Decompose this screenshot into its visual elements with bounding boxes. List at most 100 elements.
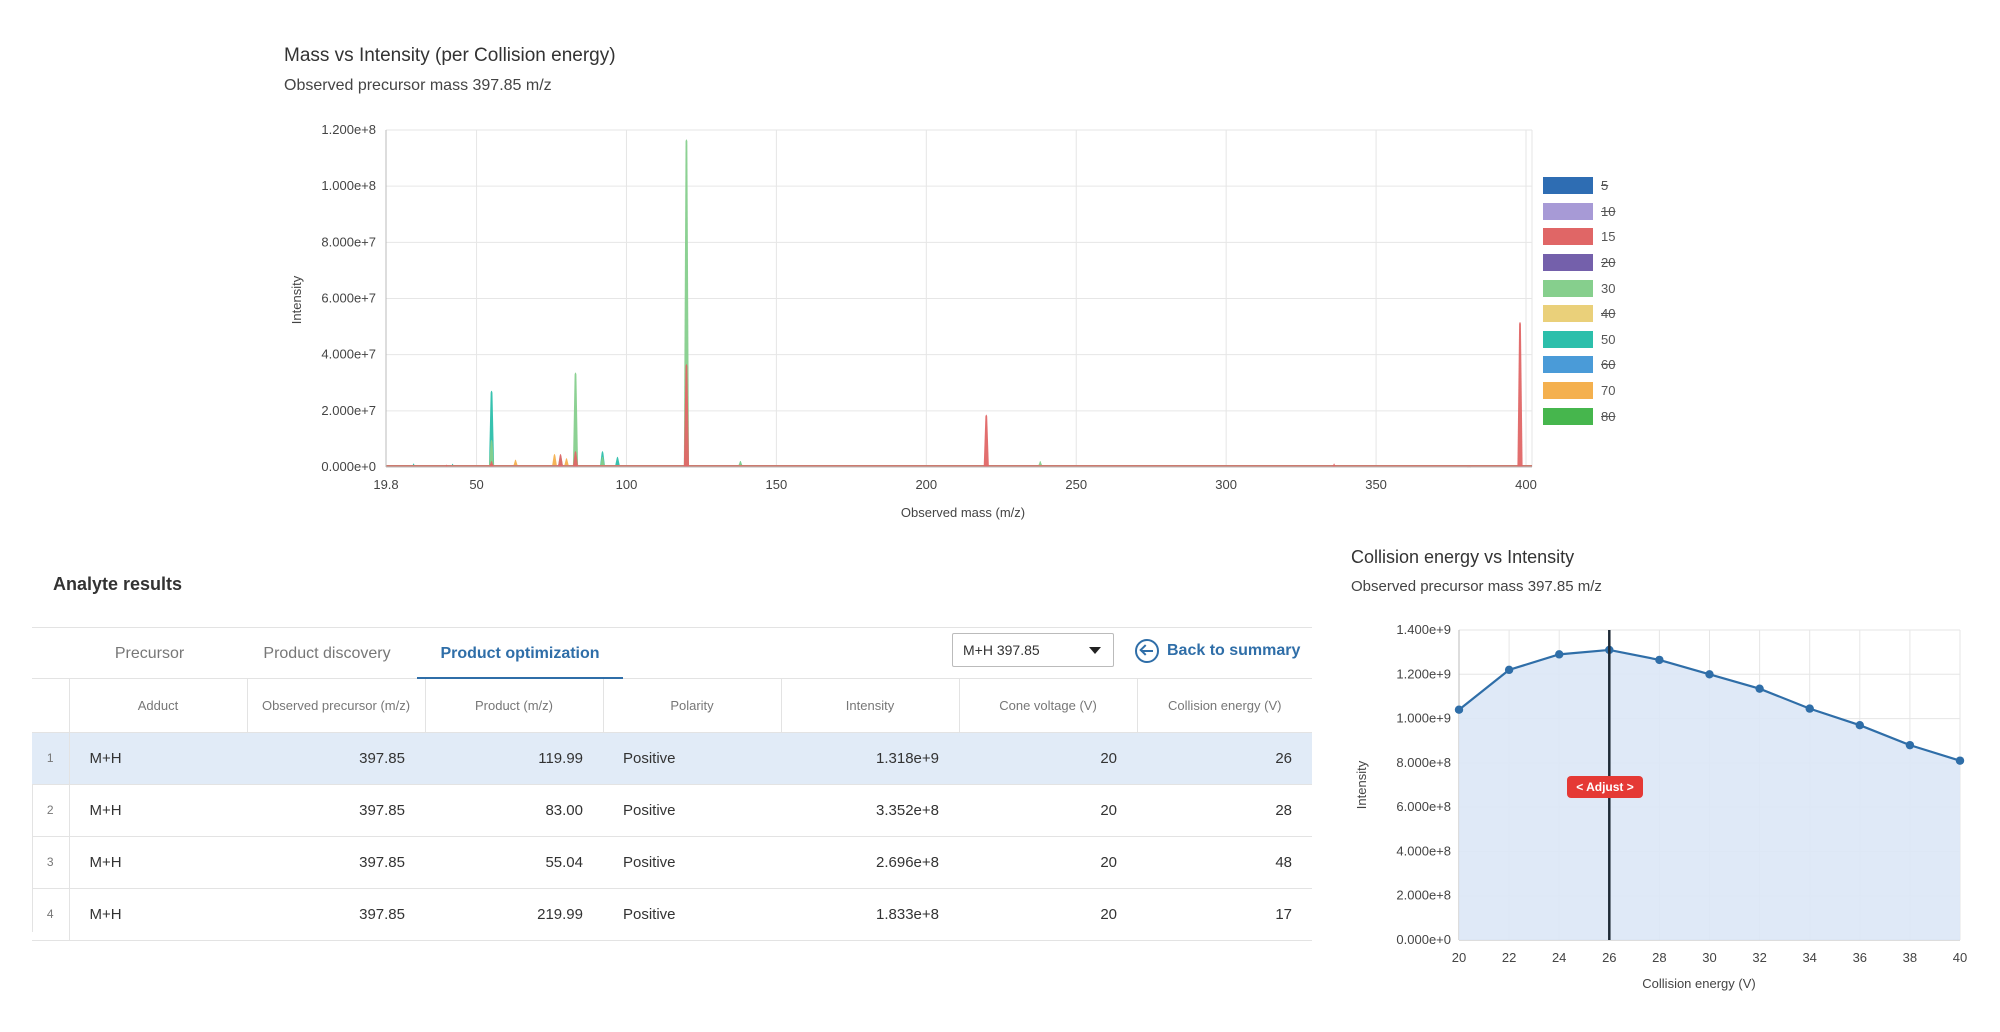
tab-precursor[interactable]: Precursor [114,645,185,662]
x-tick-label: 50 [469,477,483,492]
header-adduct[interactable]: Adduct [69,679,248,733]
row-index: 2 [32,784,70,837]
legend-label: 70 [1601,383,1616,399]
cell-polarity: Positive [603,732,781,785]
header-observed-precursor[interactable]: Observed precursor (m/z) [247,679,426,733]
data-point[interactable] [1855,721,1864,730]
y-tick-label: 8.000e+7 [321,234,376,249]
y-tick-label: 6.000e+7 [321,291,376,306]
legend-label: 5 [1601,178,1609,194]
results-table: Adduct Observed precursor (m/z) Product … [32,679,1312,941]
y-tick-label: 2.000e+7 [321,403,376,418]
back-to-summary-link[interactable]: Back to summary [1135,638,1300,664]
y-tick-label: 2.000e+8 [1396,888,1451,903]
tab-product-optimization[interactable]: Product optimization [417,628,623,680]
data-point[interactable] [1905,740,1915,750]
ce-chart-x-ticks: 20 22 24 26 28 30 32 34 36 38 40 [1452,950,1967,965]
chevron-down-icon [1089,647,1101,654]
legend-swatch [1543,330,1593,348]
data-point[interactable] [1705,670,1714,679]
x-tick-label: 400 [1515,477,1537,492]
data-point[interactable] [1655,655,1664,665]
x-tick-label: 28 [1652,950,1666,965]
data-point[interactable] [1955,756,1965,765]
legend-label: 40 [1601,306,1616,322]
header-collision-energy[interactable]: Collision energy (V) [1137,679,1312,733]
cell-polarity: Positive [603,836,781,889]
adduct-select[interactable]: M+H 397.85 [952,633,1114,667]
y-tick-label: 1.000e+9 [1396,711,1451,726]
cell-polarity: Positive [603,784,781,837]
y-tick-label: 1.200e+9 [1396,666,1451,681]
y-tick-label: 1.400e+9 [1396,622,1451,637]
mass-chart-title: Mass vs Intensity (per Collision energy) [284,45,616,66]
legend-item-5[interactable]: 5 [1543,173,1615,199]
back-arrow-icon [1135,639,1159,663]
x-tick-label: 40 [1953,950,1967,965]
peak [557,453,564,467]
x-tick-label: 250 [1065,477,1087,492]
mass-chart-x-label: Observed mass (m/z) [901,505,1025,520]
legend-item-80[interactable]: 80 [1543,403,1615,429]
cell-product: 55.04 [425,836,603,889]
adjust-handle[interactable]: < Adjust > [1567,776,1643,798]
header-intensity[interactable]: Intensity [781,679,960,733]
legend-swatch [1543,407,1593,425]
table-row[interactable]: 4 M+H 397.85 219.99 Positive 1.833e+8 20… [32,888,1312,941]
x-tick-label: 200 [915,477,937,492]
mass-intensity-chart[interactable]: 0.000e+0 2.000e+7 4.000e+7 6.000e+7 8.000e+7… [0,0,1560,540]
y-tick-label: 8.000e+8 [1396,755,1451,770]
legend-item-70[interactable]: 70 [1543,378,1615,404]
tab-product-discovery[interactable]: Product discovery [263,645,391,662]
data-point[interactable] [1504,665,1514,675]
peak [563,458,570,467]
header-cone-voltage[interactable]: Cone voltage (V) [959,679,1138,733]
legend-swatch [1543,382,1593,400]
data-point[interactable] [1555,650,1564,659]
header-index [32,679,70,733]
header-product[interactable]: Product (m/z) [425,679,604,733]
y-tick-label: 4.000e+7 [321,347,376,362]
x-tick-label: 350 [1365,477,1387,492]
legend-item-15[interactable]: 15 [1543,224,1615,250]
data-point[interactable] [1805,704,1814,713]
cell-precursor: 397.85 [247,888,425,941]
legend-item-20[interactable]: 20 [1543,250,1615,276]
peak [683,364,690,467]
legend-swatch [1543,202,1593,220]
peak [1517,321,1523,467]
cell-intensity: 1.833e+8 [781,888,959,941]
header-polarity[interactable]: Polarity [603,679,782,733]
legend-label: 30 [1601,280,1616,296]
ce-chart-y-label: Intensity [1354,760,1369,809]
legend-item-10[interactable]: 10 [1543,199,1615,225]
data-point[interactable] [1755,684,1764,693]
cell-intensity: 2.696e+8 [781,836,959,889]
ce-chart-x-label: Collision energy (V) [1642,976,1755,991]
cell-product: 83.00 [425,784,603,837]
peak [551,453,558,467]
legend-item-30[interactable]: 30 [1543,275,1615,301]
x-tick-label: 20 [1452,950,1466,965]
mass-chart-y-label: Intensity [289,275,304,324]
area-fill [1459,649,1960,940]
y-tick-label: 0.000e+0 [1396,932,1451,947]
cell-cone-voltage: 20 [959,784,1137,837]
cell-cone-voltage: 20 [959,732,1137,785]
legend-item-50[interactable]: 50 [1543,327,1615,353]
table-row[interactable]: 1 M+H 397.85 119.99 Positive 1.318e+9 20… [32,732,1312,785]
table-row[interactable]: 3 M+H 397.85 55.04 Positive 2.696e+8 20 … [32,836,1312,889]
x-tick-label: 22 [1502,950,1516,965]
ce-intensity-chart[interactable]: 0.000e+0 2.000e+8 4.000e+8 6.000e+8 8.000e+8… [1340,600,1980,1020]
legend-item-40[interactable]: 40 [1543,301,1615,327]
cell-product: 219.99 [425,888,603,941]
ce-chart-y-ticks: 0.000e+0 2.000e+8 4.000e+8 6.000e+8 8.000e+8… [1396,622,1451,947]
cell-precursor: 397.85 [247,732,425,785]
mass-chart-subtitle: Observed precursor mass 397.85 m/z [284,77,552,94]
row-index: 1 [32,732,70,785]
data-point[interactable] [1454,705,1464,714]
peak [614,456,621,467]
legend-item-60[interactable]: 60 [1543,352,1615,378]
cell-cone-voltage: 20 [959,888,1137,941]
table-row[interactable]: 2 M+H 397.85 83.00 Positive 3.352e+8 20 … [32,784,1312,837]
